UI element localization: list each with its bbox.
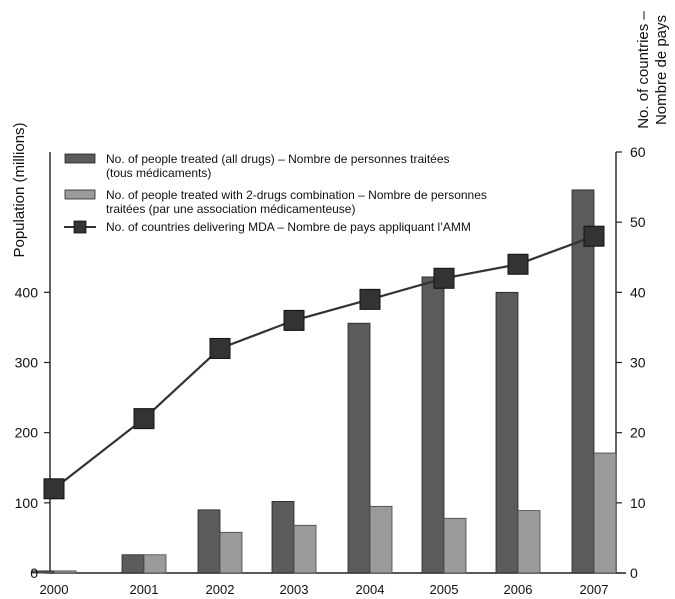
y2-tick-label: 30 — [630, 355, 646, 371]
bar-2-drugs — [369, 505, 393, 574]
x-tick-label: 2004 — [356, 582, 385, 597]
country-marker — [43, 478, 65, 500]
country-marker — [507, 253, 529, 275]
bar-2-drugs — [143, 554, 167, 574]
legend-label: No. of people treated (all drugs) – Nomb… — [106, 152, 450, 166]
y2-tick-label: 0 — [630, 565, 638, 581]
x-tick-label: 2002 — [206, 582, 235, 597]
bar-all-drugs — [121, 554, 145, 574]
country-marker — [359, 288, 381, 310]
bar-2-drugs — [219, 531, 243, 574]
country-marker — [283, 309, 305, 331]
legend-item: No. of people treated (all drugs) – Nomb… — [64, 152, 450, 180]
x-tick-label: 2003 — [280, 582, 309, 597]
y-tick-label: 400 — [15, 284, 39, 300]
axis-titles: Population (millions)No. of countries – N… — [11, 11, 670, 258]
countries-polyline — [53, 235, 595, 490]
y-tick-label: 0 — [30, 565, 38, 581]
x-tick-label: 2001 — [130, 582, 159, 597]
x-tick-label: 2007 — [580, 582, 609, 597]
y-axis-title: Population (millions) — [11, 122, 28, 257]
x-tick-label: 2000 — [40, 582, 69, 597]
y-tick-label: 200 — [15, 425, 39, 441]
bars — [31, 189, 617, 574]
legend-label: traitées (par une association médicament… — [106, 202, 355, 216]
bar-all-drugs — [347, 322, 371, 574]
bar-2-drugs — [293, 524, 317, 574]
tick-labels: 0 100 200 300 400 0 10 20 30 40 50 60 2000 2001 2002 20… — [15, 144, 646, 597]
bar-2-drugs — [517, 510, 541, 574]
country-marker — [133, 408, 155, 430]
country-marker — [209, 337, 231, 359]
legend-swatch — [64, 189, 96, 200]
y2-tick-label: 40 — [630, 284, 646, 300]
bar-all-drugs — [197, 509, 221, 574]
country-marker — [433, 267, 455, 289]
legend: No. of people treated (all drugs) – Nomb… — [64, 152, 487, 234]
legend-swatch — [64, 153, 96, 164]
countries-line — [43, 225, 605, 500]
bar-all-drugs — [421, 276, 445, 574]
x-tick-label: 2006 — [504, 582, 533, 597]
x-tick-label: 2005 — [430, 582, 459, 597]
legend-label: No. of countries delivering MDA – Nombre… — [106, 220, 471, 234]
legend-marker — [73, 220, 87, 234]
bar-2-drugs — [443, 517, 467, 574]
y-tick-label: 100 — [15, 495, 39, 511]
country-marker — [583, 225, 605, 247]
y2-tick-label: 10 — [630, 495, 646, 511]
y2-axis-title: Nombre de pays — [653, 15, 670, 125]
bar-2-drugs — [593, 452, 617, 574]
y2-axis-title: No. of countries – — [635, 11, 652, 129]
bar-all-drugs — [495, 291, 519, 574]
bar-all-drugs — [571, 189, 595, 574]
y2-tick-label: 20 — [630, 425, 646, 441]
y2-tick-label: 50 — [630, 214, 646, 230]
legend-item: No. of countries delivering MDA – Nombre… — [64, 220, 471, 234]
bar-2-drugs — [53, 570, 77, 574]
legend-label: No. of people treated with 2-drugs combi… — [106, 188, 487, 202]
bar-all-drugs — [271, 501, 295, 574]
y2-tick-label: 60 — [630, 144, 646, 160]
legend-item: No. of people treated with 2-drugs combi… — [64, 188, 487, 216]
y-tick-label: 300 — [15, 355, 39, 371]
legend-label: (tous médicaments) — [106, 166, 211, 180]
